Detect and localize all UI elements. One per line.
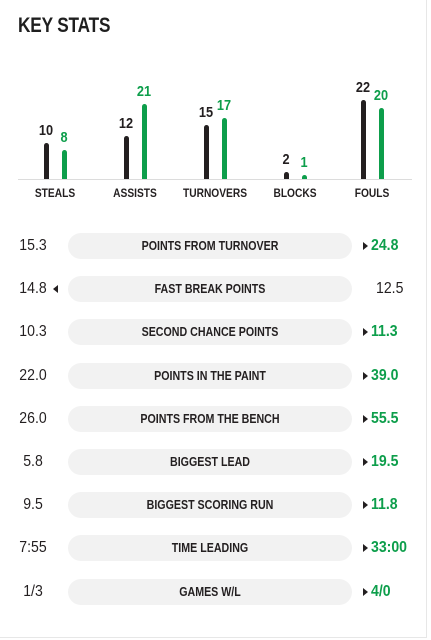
bar-value-turnovers-green: 17 (216, 97, 232, 115)
right-team-value: 4/0 (371, 582, 391, 600)
left-team-value: 7:55 (19, 539, 47, 557)
stat-label: GAMES W/L (179, 583, 241, 599)
stat-row-games-w-l: 1/3 GAMES W/L 4/0 (0, 578, 431, 605)
leader-arrow-icon (363, 587, 368, 596)
stat-label-pill: POINTS FROM TURNOVER (68, 233, 352, 259)
left-team-value: 5.8 (23, 453, 43, 470)
right-team-value: 11.8 (371, 496, 398, 514)
stat-label-pill: TIME LEADING (68, 535, 352, 562)
bar-value-steals-dark: 10 (38, 122, 54, 140)
bar-turnovers-green (221, 118, 227, 179)
leader-arrow-icon (363, 414, 368, 423)
stat-row-points-in-the-paint: 22.0 POINTS IN THE PAINT 39.0 (0, 362, 431, 389)
stat-row-points-from-the-bench: 26.0 POINTS FROM THE BENCH 55.5 (0, 405, 431, 432)
stat-label: POINTS FROM THE BENCH (140, 410, 280, 426)
stat-row-biggest-lead: 5.8 BIGGEST LEAD 19.5 (0, 449, 431, 475)
stat-row-biggest-scoring-run: 9.5 BIGGEST SCORING RUN 11.8 (0, 492, 431, 519)
stat-label: SECOND CHANCE POINTS (141, 324, 279, 340)
stat-label-pill: POINTS FROM THE BENCH (68, 405, 352, 432)
bar-fouls-green (378, 107, 384, 179)
right-team-value: 19.5 (371, 453, 399, 470)
leader-arrow-icon (363, 458, 368, 466)
bar-blocks-green (301, 175, 307, 179)
stat-label: POINTS FROM TURNOVER (141, 238, 279, 253)
leader-arrow-icon (363, 242, 368, 250)
bar-assists-green (141, 104, 147, 179)
stat-label: TIME LEADING (171, 540, 249, 556)
stat-label-pill: FAST BREAK POINTS (68, 276, 352, 303)
stat-label-pill: BIGGEST SCORING RUN (68, 492, 352, 519)
stat-row-fast-break-points: 14.8 FAST BREAK POINTS 12.5 (0, 276, 431, 303)
bar-value-fouls-dark: 22 (355, 79, 371, 97)
category-label-fouls: FOULS (354, 186, 390, 200)
bar-turnovers-dark (203, 125, 209, 179)
bar-value-assists-green: 21 (136, 83, 152, 100)
category-label-blocks: BLOCKS (273, 186, 317, 200)
category-label-turnovers: TURNOVERS (182, 186, 248, 200)
leader-arrow-icon (363, 371, 368, 380)
bar-assists-dark (123, 136, 129, 179)
stat-label-pill: GAMES W/L (68, 578, 352, 605)
stat-label: POINTS IN THE PAINT (154, 367, 266, 383)
stat-label-pill: SECOND CHANCE POINTS (68, 319, 352, 346)
left-team-value: 14.8 (19, 280, 47, 298)
bar-value-assists-dark: 12 (118, 115, 134, 133)
left-team-value: 15.3 (19, 237, 47, 254)
category-label-assists: ASSISTS (113, 186, 157, 200)
stat-row-time-leading: 7:55 TIME LEADING 33:00 (0, 535, 431, 562)
category-label-steals: STEALS (34, 186, 76, 200)
stat-label: BIGGEST SCORING RUN (146, 497, 274, 513)
stat-row-points-from-turnover: 15.3 POINTS FROM TURNOVER 24.8 (0, 233, 431, 259)
leader-arrow-icon (363, 544, 368, 553)
right-team-value: 12.5 (376, 280, 404, 298)
left-team-value: 9.5 (23, 496, 43, 514)
bar-value-turnovers-dark: 15 (198, 104, 214, 122)
bar-steals-green (61, 150, 67, 179)
stat-row-second-chance-points: 10.3 SECOND CHANCE POINTS 11.3 (0, 319, 431, 346)
bar-value-blocks-dark: 2 (282, 150, 290, 168)
bar-value-fouls-green: 20 (373, 86, 389, 104)
stat-label-pill: POINTS IN THE PAINT (68, 362, 352, 389)
right-team-value: 39.0 (371, 366, 399, 384)
leader-arrow-icon (53, 285, 58, 294)
stat-label: FAST BREAK POINTS (154, 281, 266, 297)
bar-blocks-dark (283, 171, 289, 179)
left-team-value: 22.0 (19, 366, 47, 384)
left-team-value: 26.0 (19, 409, 47, 427)
right-team-value: 55.5 (371, 409, 399, 427)
chart-baseline (18, 179, 412, 180)
bar-fouls-dark (360, 100, 366, 179)
bar-value-steals-green: 8 (60, 129, 68, 147)
leader-arrow-icon (363, 328, 368, 337)
bar-steals-dark (43, 143, 49, 179)
left-team-value: 1/3 (23, 582, 43, 600)
leader-arrow-icon (363, 501, 368, 510)
section-title: KEY STATS (18, 14, 111, 37)
right-team-value: 33:00 (371, 539, 408, 557)
right-team-value: 11.3 (371, 323, 398, 341)
stat-label: BIGGEST LEAD (170, 454, 250, 469)
bar-value-blocks-green: 1 (300, 154, 308, 171)
left-team-value: 10.3 (19, 323, 47, 341)
right-team-value: 24.8 (371, 237, 399, 254)
stat-label-pill: BIGGEST LEAD (68, 449, 352, 475)
